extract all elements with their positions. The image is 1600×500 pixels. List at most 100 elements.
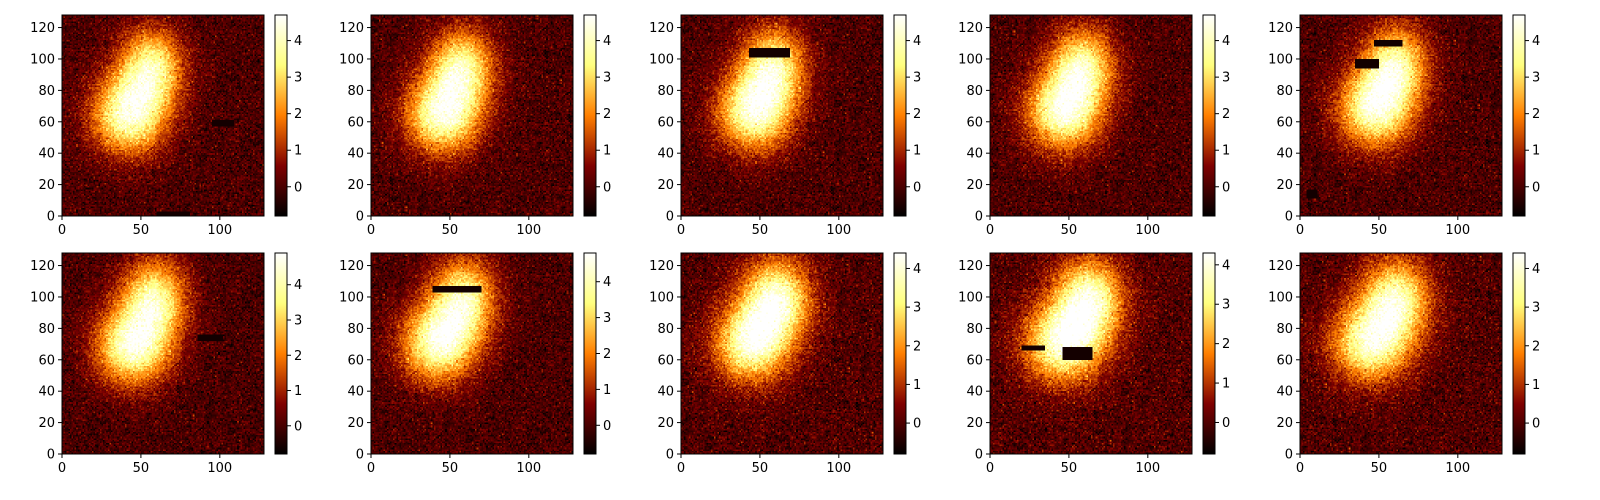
y-tick-label: 60 bbox=[657, 353, 674, 368]
y-tick-label: 120 bbox=[339, 21, 364, 36]
y-tick-label: 20 bbox=[1276, 178, 1293, 193]
colorbar bbox=[1202, 14, 1216, 217]
y-tick-label: 40 bbox=[657, 385, 674, 400]
x-tick-label: 100 bbox=[826, 223, 851, 238]
colorbar-tick-label: 2 bbox=[294, 107, 302, 122]
y-tick-label: 60 bbox=[347, 115, 364, 130]
x-tick-label: 0 bbox=[677, 223, 685, 238]
colorbar-tick-label: 4 bbox=[1532, 34, 1540, 49]
colorbar bbox=[583, 252, 597, 455]
x-tick-label: 0 bbox=[58, 461, 66, 476]
x-tick-label: 0 bbox=[677, 461, 685, 476]
x-tick-label: 100 bbox=[516, 461, 541, 476]
y-tick-label: 0 bbox=[356, 210, 364, 225]
y-tick-label: 40 bbox=[966, 147, 983, 162]
y-tick-label: 60 bbox=[657, 115, 674, 130]
colorbar-tick-label: 0 bbox=[294, 180, 302, 195]
y-tick-label: 40 bbox=[1276, 385, 1293, 400]
x-tick-label: 50 bbox=[752, 461, 769, 476]
heatmap-panel-10: 0 50 100 0 20 40 60 80 100 120 0 1 2 3 4 bbox=[1268, 252, 1540, 476]
y-tick-label: 40 bbox=[657, 147, 674, 162]
colorbar bbox=[1202, 252, 1216, 455]
x-tick-label: 50 bbox=[1061, 461, 1078, 476]
x-tick-label: 50 bbox=[442, 223, 459, 238]
y-tick-label: 100 bbox=[30, 52, 55, 67]
axes-frame bbox=[370, 14, 574, 217]
colorbar-tick-label: 3 bbox=[294, 314, 302, 329]
colorbar-tick-label: 2 bbox=[603, 347, 611, 362]
axes-frame bbox=[680, 14, 884, 217]
y-tick-label: 120 bbox=[649, 259, 674, 274]
y-tick-label: 100 bbox=[649, 52, 674, 67]
heatmap-panel-2: 0 50 100 0 20 40 60 80 100 120 0 1 2 3 4 bbox=[339, 14, 611, 238]
colorbar-tick-label: 3 bbox=[1532, 71, 1540, 86]
y-tick-label: 120 bbox=[30, 259, 55, 274]
colorbar-tick-label: 2 bbox=[913, 339, 921, 354]
heatmap-panel-7: 0 50 100 0 20 40 60 80 100 120 0 1 2 3 4 bbox=[339, 252, 611, 476]
y-tick-label: 0 bbox=[356, 448, 364, 463]
y-tick-label: 0 bbox=[47, 448, 55, 463]
colorbar-tick-label: 3 bbox=[1222, 71, 1230, 86]
colorbar bbox=[274, 14, 288, 217]
colorbar bbox=[274, 252, 288, 455]
colorbar-tick-label: 4 bbox=[603, 34, 611, 49]
x-tick-label: 0 bbox=[367, 223, 375, 238]
heatmap-panel-4: 0 50 100 0 20 40 60 80 100 120 0 1 2 3 4 bbox=[958, 14, 1230, 238]
y-tick-label: 120 bbox=[1268, 259, 1293, 274]
colorbar-tick-label: 3 bbox=[1532, 301, 1540, 316]
colorbar bbox=[1512, 14, 1526, 217]
y-tick-label: 20 bbox=[657, 416, 674, 431]
axes-frame bbox=[1299, 14, 1503, 217]
colorbar-tick-label: 4 bbox=[913, 34, 921, 49]
x-tick-label: 100 bbox=[516, 223, 541, 238]
colorbar-tick-label: 1 bbox=[294, 144, 302, 159]
colorbar-tick-label: 1 bbox=[603, 144, 611, 159]
axes-frame bbox=[680, 252, 884, 455]
y-tick-label: 60 bbox=[966, 115, 983, 130]
y-tick-label: 60 bbox=[966, 353, 983, 368]
x-tick-label: 50 bbox=[1371, 223, 1388, 238]
heatmap-image bbox=[62, 15, 264, 216]
y-tick-label: 20 bbox=[38, 416, 55, 431]
x-tick-label: 100 bbox=[207, 223, 232, 238]
colorbar-tick-label: 1 bbox=[1222, 144, 1230, 159]
x-tick-label: 50 bbox=[752, 223, 769, 238]
x-tick-label: 50 bbox=[133, 461, 150, 476]
y-tick-label: 40 bbox=[38, 385, 55, 400]
x-tick-label: 50 bbox=[1371, 461, 1388, 476]
colorbar-tick-label: 3 bbox=[603, 311, 611, 326]
colorbar-tick-label: 0 bbox=[1222, 180, 1230, 195]
y-tick-label: 100 bbox=[339, 290, 364, 305]
colorbar-tick-label: 2 bbox=[294, 349, 302, 364]
colorbar-tick-label: 2 bbox=[913, 107, 921, 122]
colorbar-tick-label: 4 bbox=[1532, 262, 1540, 277]
x-tick-label: 100 bbox=[1135, 461, 1160, 476]
colorbar-tick-label: 0 bbox=[294, 419, 302, 434]
y-tick-label: 120 bbox=[339, 259, 364, 274]
y-tick-label: 80 bbox=[657, 322, 674, 337]
heatmap-panel-9: 0 50 100 0 20 40 60 80 100 120 0 1 2 3 4 bbox=[958, 252, 1230, 476]
colorbar-tick-label: 4 bbox=[1222, 34, 1230, 49]
colorbar-tick-label: 1 bbox=[294, 384, 302, 399]
y-tick-label: 60 bbox=[1276, 353, 1293, 368]
colorbar-tick-label: 0 bbox=[1532, 417, 1540, 432]
x-tick-label: 50 bbox=[1061, 223, 1078, 238]
heatmap-panel-3: 0 50 100 0 20 40 60 80 100 120 0 1 2 3 4 bbox=[649, 14, 921, 238]
y-tick-label: 40 bbox=[966, 385, 983, 400]
x-tick-label: 0 bbox=[1296, 461, 1304, 476]
colorbar-tick-label: 0 bbox=[603, 419, 611, 434]
x-tick-label: 50 bbox=[442, 461, 459, 476]
x-tick-label: 0 bbox=[58, 223, 66, 238]
y-tick-label: 0 bbox=[1285, 448, 1293, 463]
x-tick-label: 0 bbox=[367, 461, 375, 476]
colorbar-tick-label: 4 bbox=[1222, 258, 1230, 273]
y-tick-label: 40 bbox=[1276, 147, 1293, 162]
y-tick-label: 80 bbox=[657, 84, 674, 99]
colorbar-tick-label: 2 bbox=[1532, 107, 1540, 122]
colorbar bbox=[893, 14, 907, 217]
y-tick-label: 20 bbox=[347, 178, 364, 193]
y-tick-label: 100 bbox=[649, 290, 674, 305]
colorbar-tick-label: 2 bbox=[1222, 107, 1230, 122]
colorbar bbox=[1512, 252, 1526, 455]
